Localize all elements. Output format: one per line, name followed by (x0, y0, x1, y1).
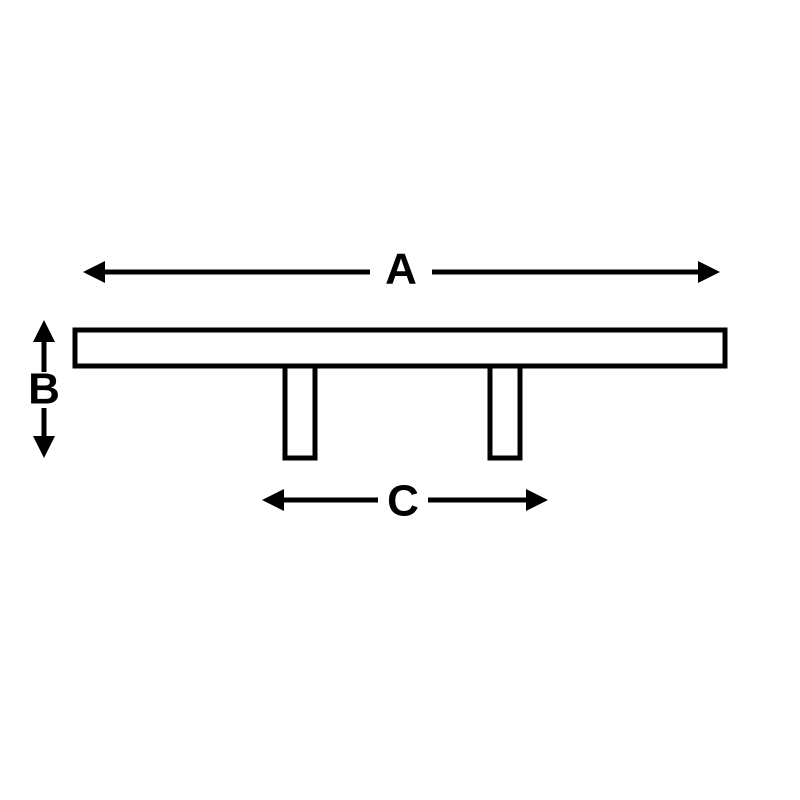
dim-label-b: B (28, 365, 60, 414)
dim-label-a: A (385, 245, 417, 294)
dim-label-c: C (387, 477, 419, 526)
